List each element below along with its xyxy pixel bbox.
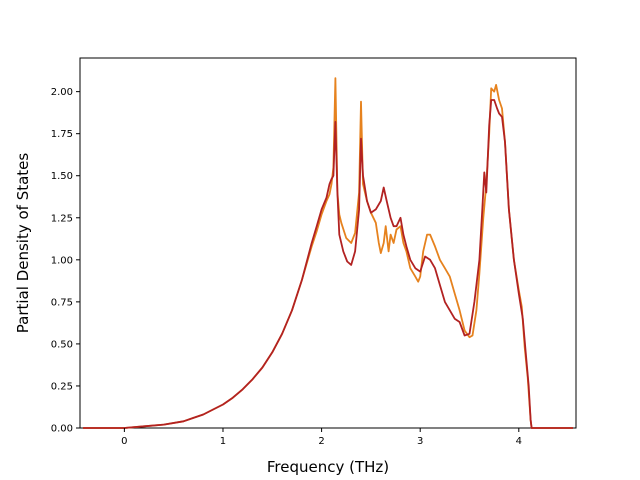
x-tick-label: 1 <box>220 436 226 447</box>
x-axis-ticks: 0 1 2 3 4 <box>121 428 522 447</box>
y-tick-label: 0.25 <box>51 381 73 392</box>
plot-frame <box>79 57 577 429</box>
y-tick-label: 0.00 <box>51 424 73 435</box>
y-tick-label: 1.25 <box>51 213 73 224</box>
y-tick-label: 1.00 <box>51 255 73 266</box>
x-tick-label: 0 <box>121 436 127 447</box>
y-axis-ticks: 0.00 0.25 0.50 0.75 1.00 1.25 1.50 1.75 2.00 <box>51 87 80 435</box>
y-axis-label: Partial Density of States <box>14 153 32 334</box>
y-tick-label: 0.75 <box>51 297 73 308</box>
x-tick-label: 2 <box>318 436 324 447</box>
plot-area <box>79 57 577 429</box>
x-tick-label: 3 <box>417 436 423 447</box>
y-tick-label: 1.75 <box>51 129 73 140</box>
series-line-2 <box>83 99 573 429</box>
x-tick-label: 4 <box>516 436 522 447</box>
x-axis-label: Frequency (THz) <box>267 458 389 476</box>
y-tick-label: 1.50 <box>51 171 73 182</box>
y-tick-label: 0.50 <box>51 339 73 350</box>
series-layer <box>83 77 573 429</box>
y-tick-label: 2.00 <box>51 87 73 98</box>
